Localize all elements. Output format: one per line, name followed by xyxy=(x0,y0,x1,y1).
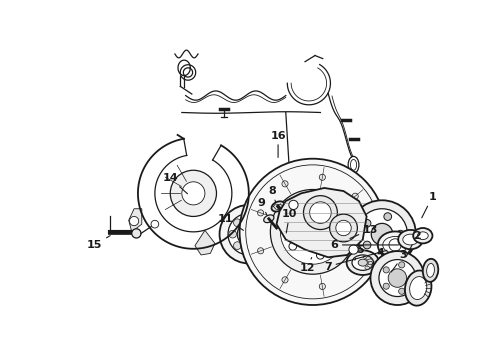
Circle shape xyxy=(336,220,351,236)
Text: 6: 6 xyxy=(330,240,398,250)
Ellipse shape xyxy=(368,262,373,265)
Circle shape xyxy=(319,283,325,289)
Ellipse shape xyxy=(405,270,432,306)
Ellipse shape xyxy=(264,215,274,222)
Text: 7: 7 xyxy=(324,250,387,271)
Circle shape xyxy=(334,228,341,236)
Circle shape xyxy=(245,247,253,254)
Text: 13: 13 xyxy=(350,225,378,238)
Ellipse shape xyxy=(367,264,372,267)
Circle shape xyxy=(357,209,408,260)
Text: 12: 12 xyxy=(299,257,315,273)
Circle shape xyxy=(229,230,237,238)
Circle shape xyxy=(182,182,205,205)
Circle shape xyxy=(365,229,371,235)
Circle shape xyxy=(240,159,386,305)
Circle shape xyxy=(397,230,404,238)
Circle shape xyxy=(270,189,355,274)
Text: 3: 3 xyxy=(392,250,407,272)
Circle shape xyxy=(237,222,260,246)
Circle shape xyxy=(280,199,345,264)
Circle shape xyxy=(383,283,389,289)
Text: 9: 9 xyxy=(257,198,267,215)
Circle shape xyxy=(388,269,407,287)
Polygon shape xyxy=(276,188,367,257)
Circle shape xyxy=(282,277,288,283)
Ellipse shape xyxy=(413,228,433,243)
Circle shape xyxy=(317,204,324,212)
Circle shape xyxy=(352,264,358,271)
Circle shape xyxy=(363,241,371,249)
Ellipse shape xyxy=(348,156,359,173)
Circle shape xyxy=(258,248,264,254)
Text: 11: 11 xyxy=(218,214,244,230)
Circle shape xyxy=(129,216,139,226)
Circle shape xyxy=(371,223,393,245)
Circle shape xyxy=(319,174,325,180)
Circle shape xyxy=(234,242,241,249)
Circle shape xyxy=(256,219,264,226)
Text: 10: 10 xyxy=(282,209,297,233)
Circle shape xyxy=(282,181,288,187)
Circle shape xyxy=(289,213,296,221)
Text: 4: 4 xyxy=(372,248,385,264)
Circle shape xyxy=(234,219,241,226)
Circle shape xyxy=(330,214,357,242)
Circle shape xyxy=(399,288,405,294)
Circle shape xyxy=(379,260,416,297)
Polygon shape xyxy=(195,230,215,255)
Circle shape xyxy=(220,205,278,264)
Ellipse shape xyxy=(363,255,368,258)
Ellipse shape xyxy=(378,231,413,258)
Ellipse shape xyxy=(427,264,435,277)
Ellipse shape xyxy=(368,259,372,262)
Circle shape xyxy=(245,214,253,222)
Circle shape xyxy=(151,220,159,228)
Circle shape xyxy=(370,251,424,305)
Circle shape xyxy=(384,213,392,220)
Ellipse shape xyxy=(271,201,285,212)
Text: 5: 5 xyxy=(355,244,364,260)
Circle shape xyxy=(228,213,270,255)
Circle shape xyxy=(389,239,401,251)
Ellipse shape xyxy=(417,232,428,239)
Circle shape xyxy=(384,248,392,256)
Circle shape xyxy=(349,245,358,254)
Ellipse shape xyxy=(366,257,370,260)
Polygon shape xyxy=(129,209,142,232)
Ellipse shape xyxy=(423,259,438,282)
Circle shape xyxy=(258,210,264,216)
Circle shape xyxy=(317,251,324,259)
Circle shape xyxy=(363,220,371,227)
Circle shape xyxy=(132,229,141,238)
Circle shape xyxy=(171,170,217,216)
Ellipse shape xyxy=(398,230,423,249)
Ellipse shape xyxy=(410,276,427,300)
Ellipse shape xyxy=(350,159,357,170)
Circle shape xyxy=(383,267,389,273)
Ellipse shape xyxy=(346,250,379,275)
Ellipse shape xyxy=(403,234,418,245)
Circle shape xyxy=(399,262,405,268)
Ellipse shape xyxy=(352,255,373,270)
Text: 1: 1 xyxy=(422,192,436,218)
Circle shape xyxy=(289,243,296,250)
Text: 14: 14 xyxy=(162,173,188,194)
Ellipse shape xyxy=(383,237,408,253)
Text: 16: 16 xyxy=(270,131,286,157)
Circle shape xyxy=(348,200,416,268)
Circle shape xyxy=(261,230,269,238)
Circle shape xyxy=(352,193,358,199)
Text: 2: 2 xyxy=(406,231,420,256)
Circle shape xyxy=(408,275,415,281)
Ellipse shape xyxy=(365,266,369,269)
Circle shape xyxy=(289,200,298,210)
Circle shape xyxy=(302,221,323,243)
Circle shape xyxy=(303,195,337,230)
Circle shape xyxy=(256,242,264,249)
Ellipse shape xyxy=(358,259,368,266)
Text: 8: 8 xyxy=(268,186,276,202)
Text: 15: 15 xyxy=(87,235,110,250)
Circle shape xyxy=(310,202,331,223)
